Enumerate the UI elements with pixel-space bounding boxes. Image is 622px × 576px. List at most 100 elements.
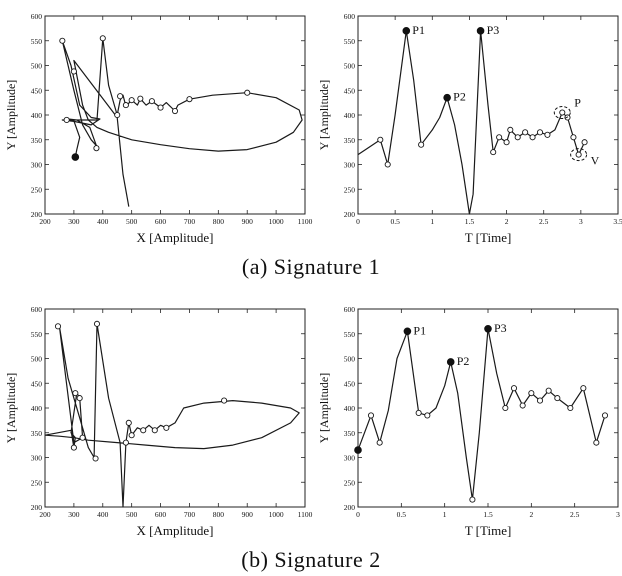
x-tick-label: 700 [184, 510, 196, 519]
data-point-marker [575, 151, 582, 158]
peak-point-marker [484, 324, 492, 333]
plot-frame [357, 15, 619, 215]
caption-signature-2: (b) Signature 2 [241, 547, 381, 572]
y-tick-label: 500 [344, 355, 356, 364]
x-tick-label: 800 [213, 217, 225, 226]
y-tick-label: 400 [31, 404, 43, 413]
y-tick-label: 300 [31, 454, 43, 463]
x-tick-label: 2 [529, 510, 533, 519]
x-axis-label: T [Time] [465, 230, 512, 245]
data-point-marker [93, 320, 101, 327]
x-tick-label: 3.5 [613, 217, 622, 226]
data-point-marker [117, 93, 124, 100]
plot-frame [44, 15, 306, 215]
chart-panel-signature-1-time: 0 0.5 1 1.5 2 2.5 3 3.5 200 250 300 350 400 450 500 550… [317, 12, 622, 245]
data-point-marker [554, 395, 561, 402]
data-point-marker [536, 397, 544, 404]
y-tick-label: 500 [31, 355, 43, 364]
x-tick-label: 1 [430, 217, 434, 226]
data-point-marker [92, 455, 99, 462]
data-point-marker [76, 395, 83, 402]
x-tick-label: 800 [213, 510, 225, 519]
data-point-marker [510, 385, 518, 392]
x-tick-label: 700 [184, 217, 196, 226]
y-tick-label: 400 [31, 111, 43, 120]
annotation-p: P [574, 96, 581, 110]
x-tick-label: 300 [68, 217, 80, 226]
x-tick-label: 200 [39, 217, 51, 226]
x-tick-label: 600 [155, 510, 167, 519]
y-tick-label: 450 [344, 86, 356, 95]
y-tick-label: 400 [344, 404, 356, 413]
y-tick-label: 450 [31, 379, 43, 388]
peak-point-marker [402, 27, 411, 35]
y-tick-label: 550 [31, 330, 43, 339]
data-point-marker [580, 385, 587, 392]
x-tick-label: 200 [39, 510, 51, 519]
series-line [357, 328, 606, 501]
data-point-marker [593, 439, 600, 446]
data-point-marker [496, 134, 503, 141]
annotation-p2: P2 [457, 354, 470, 368]
data-point-marker [376, 439, 383, 446]
data-point-marker [601, 412, 609, 419]
y-tick-label: 550 [31, 37, 43, 46]
x-tick-label: 0.5 [390, 217, 400, 226]
x-tick-label: 400 [97, 510, 109, 519]
data-point-marker [221, 397, 228, 404]
y-axis-label: Y [Amplitude] [4, 80, 18, 151]
data-point-marker [128, 432, 135, 439]
y-tick-label: 350 [344, 136, 356, 145]
annotation-p2: P2 [453, 90, 466, 104]
caption-signature-1: (a) Signature 1 [241, 254, 381, 279]
y-tick-label: 200 [31, 210, 43, 219]
x-tick-label: 2 [505, 217, 509, 226]
data-point-marker [140, 427, 147, 434]
x-axis-label: X [Amplitude] [137, 523, 214, 538]
peak-point-marker [476, 27, 485, 35]
x-tick-label: 1 [443, 510, 447, 519]
annotation-p3: P3 [494, 321, 507, 335]
data-point-marker [514, 134, 521, 141]
data-point-marker [469, 496, 476, 503]
y-tick-label: 350 [344, 429, 356, 438]
data-point-marker [244, 89, 251, 96]
data-point-marker [424, 412, 431, 419]
series-line [357, 30, 586, 215]
peak-point-marker [403, 327, 412, 336]
x-tick-label: 3 [579, 217, 583, 226]
y-tick-label: 200 [31, 503, 43, 512]
data-point-marker [519, 402, 526, 409]
x-tick-label: 500 [126, 510, 138, 519]
y-tick-label: 350 [31, 429, 43, 438]
data-point-marker [415, 409, 422, 417]
data-point-marker [528, 390, 535, 397]
y-tick-label: 350 [31, 136, 43, 145]
y-tick-label: 300 [31, 161, 43, 170]
series-line [61, 37, 303, 207]
data-point-marker [151, 427, 158, 434]
data-point-marker [79, 434, 86, 441]
y-tick-label: 450 [31, 86, 43, 95]
y-tick-label: 500 [31, 62, 43, 71]
x-tick-label: 2.5 [570, 510, 580, 519]
y-tick-label: 300 [344, 454, 356, 463]
y-tick-label: 250 [31, 185, 43, 194]
data-point-marker [137, 95, 144, 102]
y-axis-label: Y [Amplitude] [4, 373, 18, 444]
data-point-marker [186, 96, 193, 103]
y-tick-label: 600 [31, 305, 43, 314]
y-tick-label: 250 [344, 185, 356, 194]
data-point-marker [99, 35, 106, 42]
y-tick-label: 450 [344, 379, 356, 388]
x-tick-label: 2.5 [539, 217, 549, 226]
data-point-marker [122, 439, 129, 446]
data-point-marker [570, 134, 577, 141]
data-point-marker [529, 134, 536, 141]
data-point-marker [503, 139, 510, 146]
peak-point-marker [71, 153, 80, 161]
x-tick-label: 500 [126, 217, 138, 226]
y-tick-label: 200 [344, 210, 356, 219]
x-tick-label: 600 [155, 217, 167, 226]
